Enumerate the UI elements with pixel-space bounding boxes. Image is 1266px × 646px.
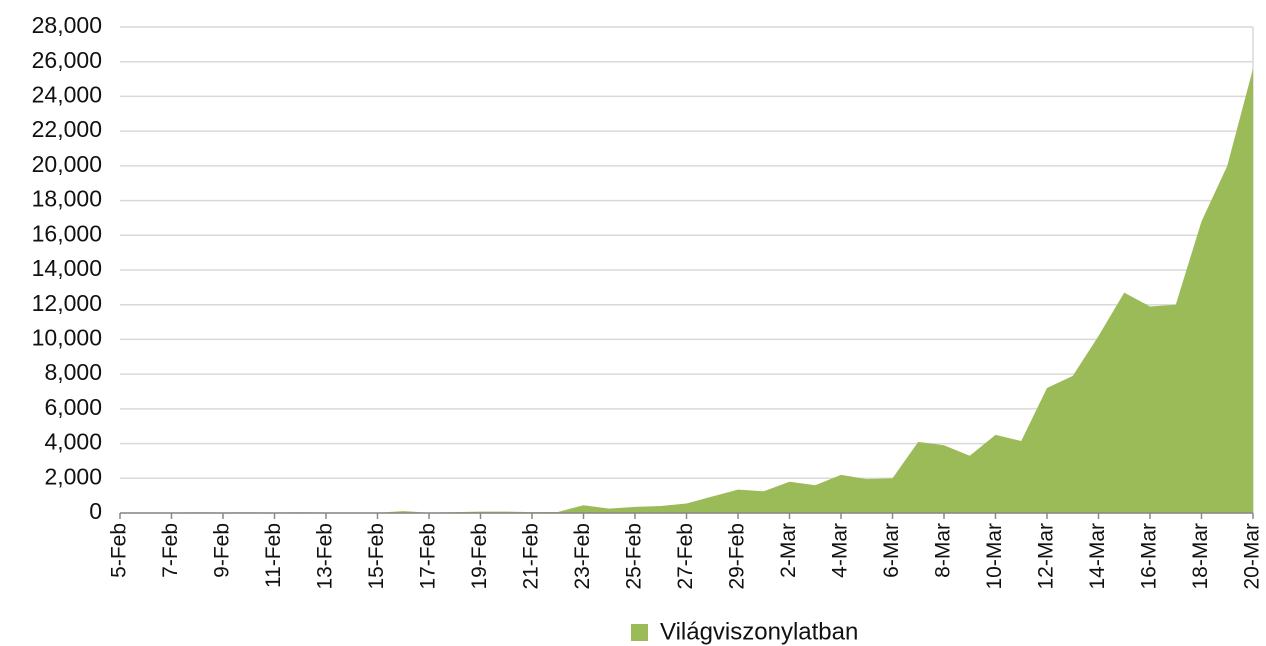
x-tick-label: 25-Feb — [623, 523, 646, 590]
y-tick-label: 18,000 — [32, 186, 102, 212]
y-tick-label: 22,000 — [32, 116, 102, 142]
x-tick-label: 6-Mar — [880, 523, 903, 578]
y-tick-label: 28,000 — [32, 12, 102, 38]
x-tick-label: 9-Feb — [211, 523, 234, 578]
x-tick-label: 8-Mar — [932, 523, 955, 578]
legend-label: Világviszonylatban — [660, 618, 858, 645]
x-tick-label: 14-Mar — [1086, 523, 1109, 590]
x-tick-label: 7-Feb — [159, 523, 182, 578]
x-tick-label: 4-Mar — [829, 523, 852, 578]
y-tick-label: 12,000 — [32, 290, 102, 316]
x-tick-label: 15-Feb — [365, 523, 388, 590]
legend-swatch — [631, 624, 648, 641]
y-tick-label: 2,000 — [44, 463, 102, 489]
y-tick-label: 6,000 — [44, 394, 102, 420]
x-tick-label: 23-Feb — [571, 523, 594, 590]
x-tick-label: 27-Feb — [674, 523, 697, 590]
x-tick-label: 29-Feb — [726, 523, 749, 590]
x-tick-label: 10-Mar — [983, 523, 1006, 590]
area — [120, 68, 1253, 514]
x-tick-label: 16-Mar — [1138, 523, 1161, 590]
x-tick-label: 5-Feb — [108, 523, 131, 578]
y-tick-label: 4,000 — [44, 429, 102, 455]
y-tick-label: 0 — [89, 498, 102, 524]
y-tick-label: 20,000 — [32, 151, 102, 177]
x-tick-label: 17-Feb — [417, 523, 440, 590]
x-tick-label: 13-Feb — [314, 523, 337, 590]
x-tick-label: 20-Mar — [1241, 523, 1264, 590]
x-tick-label: 19-Feb — [468, 523, 491, 590]
y-tick-label: 14,000 — [32, 255, 102, 281]
y-tick-label: 8,000 — [44, 359, 102, 385]
x-tick-label: 11-Feb — [262, 523, 285, 588]
x-tick-label: 2-Mar — [777, 523, 800, 578]
y-tick-label: 24,000 — [32, 82, 102, 108]
x-tick-label: 21-Feb — [520, 523, 543, 590]
x-tick-label: 18-Mar — [1189, 523, 1212, 590]
y-tick-label: 26,000 — [32, 47, 102, 73]
y-tick-label: 16,000 — [32, 220, 102, 246]
x-tick-label: 12-Mar — [1035, 523, 1058, 590]
y-tick-label: 10,000 — [32, 325, 102, 351]
